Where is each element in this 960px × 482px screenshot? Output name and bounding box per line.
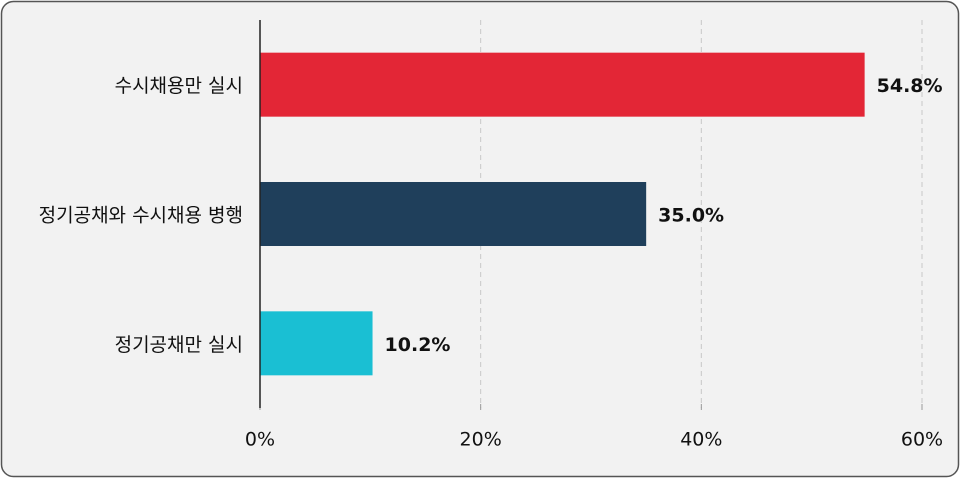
category-label: 수시채용만 실시: [115, 75, 243, 97]
value-label: 35.0%: [658, 205, 724, 227]
category-label: 정기공채와 수시채용 병행: [39, 205, 243, 227]
x-tick-label: 60%: [901, 429, 943, 451]
x-tick-label: 20%: [460, 429, 502, 451]
bar: [260, 182, 647, 246]
bar: [260, 52, 865, 117]
value-label: 54.8%: [877, 75, 943, 97]
category-label: 정기공채만 실시: [115, 334, 243, 356]
x-tick-label: 0%: [245, 429, 275, 451]
value-label: 10.2%: [385, 334, 451, 356]
bar: [260, 311, 373, 376]
x-tick-label: 40%: [680, 429, 722, 451]
